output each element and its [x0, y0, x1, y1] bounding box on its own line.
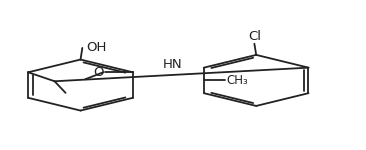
- Text: CH₃: CH₃: [227, 74, 249, 87]
- Text: Cl: Cl: [249, 30, 262, 43]
- Text: OH: OH: [86, 41, 107, 54]
- Text: HN: HN: [163, 58, 182, 71]
- Text: O: O: [93, 66, 104, 79]
